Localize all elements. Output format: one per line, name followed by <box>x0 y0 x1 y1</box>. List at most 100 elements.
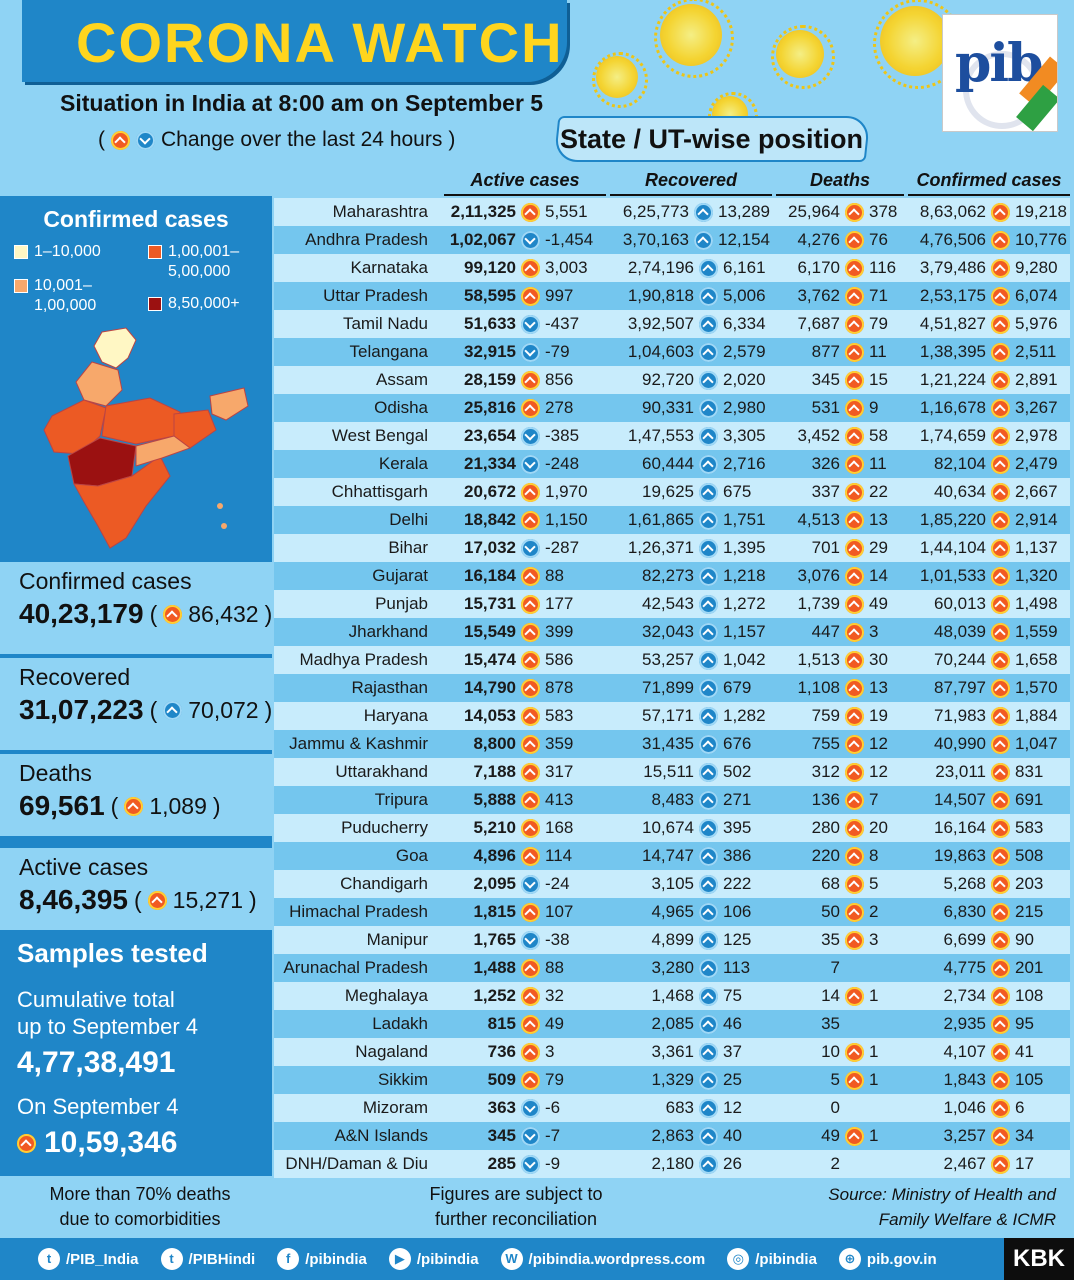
table-row: Uttar Pradesh 58,595 997 1,90,818 5,006 3,762… <box>274 282 1070 310</box>
divider <box>0 750 272 754</box>
deaths-value: 25,964 <box>788 202 840 221</box>
legend-item: 8,50,000+ <box>148 294 240 314</box>
confirmed-change: 105 <box>1015 1070 1044 1089</box>
active-cell: 25,816 278 <box>436 398 604 418</box>
recovered-value: 3,92,507 <box>627 314 694 333</box>
social-link[interactable]: ▶ /pibindia <box>388 1248 479 1270</box>
recovered-change: ( 70,072) <box>149 696 273 723</box>
up-arrow-icon <box>521 958 540 978</box>
state-name: Jammu & Kashmir <box>289 734 428 753</box>
recovered-summary: Recovered 31,07,223 ( 70,072) <box>0 658 272 750</box>
confirmed-change: 90 <box>1015 930 1034 949</box>
social-link[interactable]: ⊕ pib.gov.in <box>838 1248 937 1270</box>
confirmed-change: 2,914 <box>1015 510 1058 529</box>
up-arrow-icon <box>111 130 130 150</box>
confirmed-change: 583 <box>1015 818 1044 837</box>
confirmed-value: 1,16,678 <box>919 398 986 417</box>
legend-label: 1,00,001– 5,00,000 <box>168 243 240 280</box>
active-change: 359 <box>545 734 574 753</box>
recovered-arrow-icon <box>699 258 718 278</box>
recovered-cell: 2,180 26 <box>604 1154 770 1174</box>
up-arrow-icon <box>845 510 864 530</box>
deaths-change: 5 <box>869 874 879 893</box>
recovered-value: 2,085 <box>651 1014 694 1033</box>
up-arrow-icon <box>845 202 864 222</box>
up-arrow-icon <box>991 1098 1010 1118</box>
up-arrow-icon <box>991 958 1010 978</box>
up-arrow-icon <box>521 286 540 306</box>
down-arrow-icon <box>521 230 540 250</box>
table-row: Jharkhand 15,549 399 32,043 1,157 447 3 48,039 1… <box>274 618 1070 646</box>
social-label: /PIBHindi <box>188 1250 256 1268</box>
down-arrow-icon <box>521 426 540 446</box>
recovered-value: 1,04,603 <box>627 342 694 361</box>
recovered-change: 113 <box>723 958 751 977</box>
state-name: West Bengal <box>331 426 428 445</box>
social-link[interactable]: t/PIBHindi <box>160 1248 256 1270</box>
confirmed-value: 70,244 <box>934 650 986 669</box>
up-arrow-icon <box>845 342 864 362</box>
recovered-cell: 42,543 1,272 <box>604 594 770 614</box>
active-cell: 32,915 -79 <box>436 342 604 362</box>
confirmed-value: 6,830 <box>943 902 986 921</box>
active-cell: 15,731 177 <box>436 594 604 614</box>
confirmed-value: 2,467 <box>943 1154 986 1173</box>
active-cell: 285 -9 <box>436 1154 604 1174</box>
deaths-change: 71 <box>869 286 888 305</box>
deaths-value: 1,108 <box>797 678 840 697</box>
deaths-change: 58 <box>869 426 888 445</box>
active-value: 15,474 <box>464 650 516 669</box>
up-arrow-icon <box>845 482 864 502</box>
up-arrow-icon <box>521 790 540 810</box>
deaths-cell: 3,452 58 <box>770 426 902 446</box>
recovered-value: 6,25,773 <box>622 202 689 221</box>
active-value: 1,815 <box>473 902 516 921</box>
active-cell: 20,672 1,970 <box>436 482 604 502</box>
samples-cumulative-value: 4,77,38,491 <box>17 1046 176 1079</box>
deaths-value: 1,513 <box>797 650 840 669</box>
up-arrow-icon <box>845 1070 864 1090</box>
active-change: 399 <box>545 622 574 641</box>
deaths-cell: 447 3 <box>770 622 902 642</box>
recovered-cell: 1,61,865 1,751 <box>604 510 770 530</box>
deaths-value: 35 <box>821 1014 840 1033</box>
recovered-change: 6,161 <box>723 258 766 277</box>
recovered-value: 683 <box>665 1098 694 1117</box>
deaths-cell: 3,076 14 <box>770 566 902 586</box>
active-cell: 5,888 413 <box>436 790 604 810</box>
state-name: Madhya Pradesh <box>299 650 428 669</box>
social-link[interactable]: t/PIB_India <box>38 1248 139 1270</box>
recovered-arrow-icon <box>699 958 718 978</box>
down-arrow-icon <box>521 874 540 894</box>
active-cell: 14,790 878 <box>436 678 604 698</box>
recovered-cell: 92,720 2,020 <box>604 370 770 390</box>
deaths-cell: 337 22 <box>770 482 902 502</box>
confirmed-cell: 16,164 583 <box>902 818 1070 838</box>
facebook-icon: f <box>277 1248 300 1270</box>
recovered-arrow-icon <box>694 230 713 250</box>
recovered-cell: 71,899 679 <box>604 678 770 698</box>
deaths-cell: 755 12 <box>770 734 902 754</box>
confirmed-cell: 87,797 1,570 <box>902 678 1070 698</box>
deaths-cell: 50 2 <box>770 902 902 922</box>
recovered-cell: 3,70,163 12,154 <box>604 230 770 250</box>
up-arrow-icon <box>845 370 864 390</box>
up-arrow-icon <box>845 286 864 306</box>
state-table: Maharashtra 2,11,325 5,551 6,25,773 13,289 25… <box>274 198 1070 1178</box>
active-value: 2,095 <box>473 874 516 893</box>
up-arrow-icon <box>845 818 864 838</box>
deaths-cell: 877 11 <box>770 342 902 362</box>
state-name: Karnataka <box>350 258 429 277</box>
social-link[interactable]: f/pibindia <box>277 1248 367 1270</box>
recovered-value: 2,74,196 <box>627 258 694 277</box>
deaths-value: 0 <box>830 1098 840 1117</box>
active-cell: 7,188 317 <box>436 762 604 782</box>
down-arrow-icon <box>521 538 540 558</box>
recovered-change: 676 <box>723 734 752 753</box>
state-name: Manipur <box>366 930 428 949</box>
up-arrow-icon <box>521 678 540 698</box>
social-link[interactable]: W/pibindia.wordpress.com <box>500 1248 705 1270</box>
confirmed-change: 1,559 <box>1015 622 1058 641</box>
social-link[interactable]: ◎ /pibindia <box>727 1248 817 1270</box>
state-name: Himachal Pradesh <box>289 902 428 921</box>
